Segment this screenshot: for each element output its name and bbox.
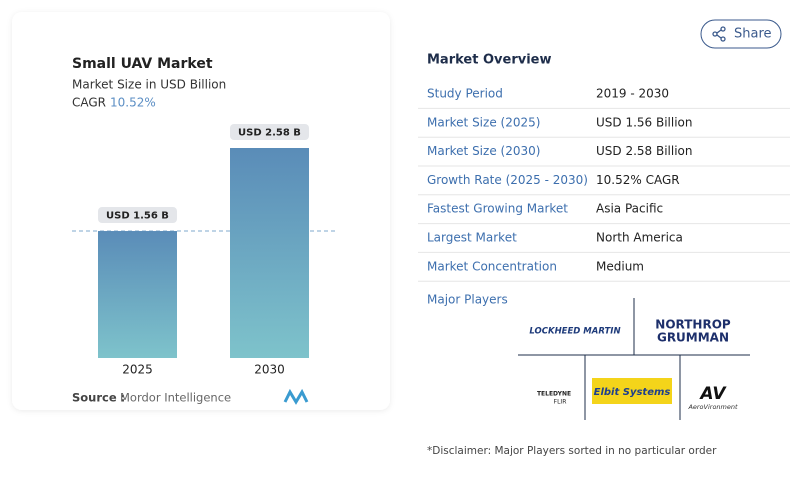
row-value: Medium <box>596 259 644 273</box>
value-label: USD 1.56 B <box>106 211 169 222</box>
row-label: Market Size (2030) <box>427 144 540 158</box>
x-tick-label: 2030 <box>254 363 285 377</box>
player-logo: FLIR <box>554 399 567 406</box>
cagr-label: CAGR <box>72 96 106 110</box>
player-logo: AV <box>698 384 727 404</box>
overview-title: Market Overview <box>427 53 551 68</box>
share-label[interactable]: Share <box>734 27 772 42</box>
overview-table: Study Period 2019 - 2030 Market Size (2025… <box>418 87 790 282</box>
row-value: Asia Pacific <box>596 202 663 216</box>
source-label: Source : <box>72 391 125 405</box>
cagr-value: 10.52% <box>110 96 156 110</box>
elbit-bg <box>592 378 672 404</box>
player-logo: Elbit Systems <box>594 387 671 398</box>
row-label: Market Concentration <box>427 259 557 273</box>
chart-subtitle: Market Size in USD Billion <box>72 78 226 92</box>
x-tick-label: 2025 <box>122 363 153 377</box>
disclaimer: *Disclaimer: Major Players sorted in no … <box>427 445 717 457</box>
row-label: Largest Market <box>427 231 517 245</box>
players-title: Major Players <box>427 293 508 307</box>
value-label-bg <box>98 207 177 224</box>
row-label: Fastest Growing Market <box>427 202 568 216</box>
share-button[interactable] <box>700 19 782 49</box>
logo <box>283 388 309 405</box>
value-label: USD 2.58 B <box>238 128 301 139</box>
row-label: Study Period <box>427 87 503 101</box>
bar <box>98 231 177 358</box>
row-value: 2019 - 2030 <box>596 87 669 101</box>
chart-title: Small UAV Market <box>72 56 213 72</box>
bars: USD 1.56 B 2025 USD 2.58 B 2030 <box>72 124 338 377</box>
bar <box>230 148 309 358</box>
row-label: Growth Rate (2025 - 2030) <box>427 173 588 187</box>
row-value: USD 1.56 Billion <box>596 115 693 129</box>
player-logo: AeroVironment <box>687 403 738 411</box>
row-value: USD 2.58 Billion <box>596 144 693 158</box>
share-icon <box>712 26 726 42</box>
value-label-bg <box>230 124 309 140</box>
player-logo: TELEDYNE <box>537 391 571 398</box>
player-logo: LOCKHEED MARTIN <box>529 327 620 337</box>
source: Mordor Intelligence <box>120 391 231 405</box>
player-logo: NORTHROP <box>655 318 731 332</box>
row-value: 10.52% CAGR <box>596 173 680 187</box>
row-value: North America <box>596 231 683 245</box>
row-label: Market Size (2025) <box>427 115 540 129</box>
player-logo: GRUMMAN <box>657 331 729 345</box>
player-grid <box>518 298 750 420</box>
